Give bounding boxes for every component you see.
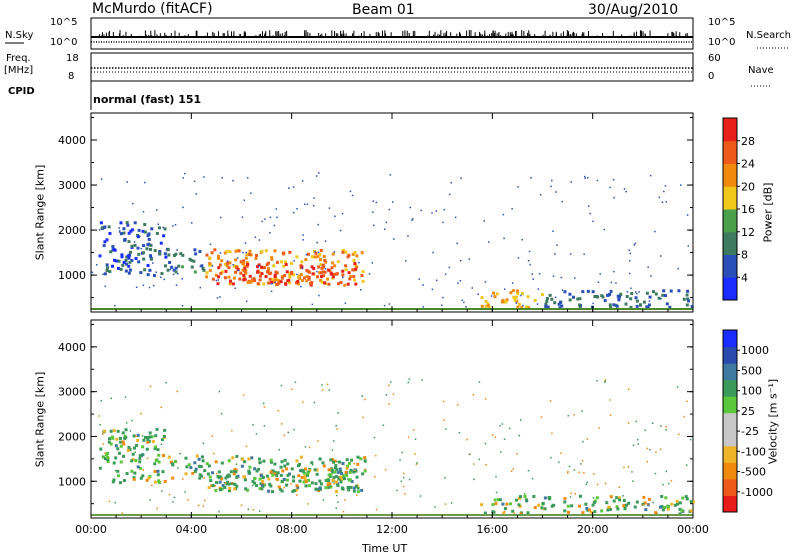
top-strips [5,17,790,110]
velocity-colorbar-tick: -100 [741,445,766,458]
xtick-label: 16:00 [476,523,508,536]
velocity-colorbar-bin [723,396,737,414]
velocity-ytick-label: 3000 [58,386,86,399]
power-colorbar-tick: 12 [741,226,755,239]
power-colorbar: 28 24 20 16 12 8 4 [722,117,755,301]
freq-unit-label: [MHz] [4,65,34,76]
velocity-colorbar-bin [723,462,737,480]
velocity-colorbar-tick: 25 [741,405,755,418]
power-colorbar-tick: 4 [741,271,748,284]
xtick-label: 04:00 [175,523,207,536]
power-ytick-label: 2000 [58,224,86,237]
power-ytick-label: 4000 [58,134,86,147]
power-colorbar-bin [723,118,737,142]
x-axis-label: Time UT [362,542,408,555]
nsky-tick-bottom: 10^0 [50,37,78,48]
nave-label: Nave [748,65,774,76]
nave-tick-top: 60 [708,53,721,64]
velocity-colorbar: 1000 500 100 25 -25 -100 -500 -1000 [722,329,773,513]
power-colorbar-bin [723,254,737,278]
power-frame [90,112,694,313]
velocity-colorbar-bin [723,330,737,348]
xtick-label: 00:00 [75,523,107,536]
velocity-colorbar-bin [723,346,737,364]
power-ylabel: Slant Range [km] [33,164,47,261]
freq-tick-bottom: 8 [68,71,75,82]
velocity-colorbar-tick: -500 [741,466,766,479]
xtick-label: 20:00 [577,523,609,536]
velocity-colorbar-tick: 100 [741,385,762,398]
power-colorbar-bin [723,277,737,301]
velocity-panel: 4000 3000 2000 1000 00:00 04:00 08:00 12:00 16:0… [58,319,709,536]
freq-label: Freq. [6,53,31,64]
velocity-ytick-label: 1000 [58,475,86,488]
velocity-ylabel: Slant Range [km] [33,371,47,468]
nsearch-tick-bottom: 10^0 [708,37,736,48]
power-colorbar-tick: 8 [741,249,748,262]
nsearch-tick-top: 10^5 [708,17,736,28]
velocity-colorbar-frame [722,329,738,513]
velocity-colorbar-tick: 1000 [741,344,769,357]
power-colorbar-tick: 24 [741,158,755,171]
power-colorbar-bin [723,163,737,187]
power-colorbar-bin [723,186,737,210]
power-colorbar-tick: 16 [741,203,755,216]
velocity-colorbar-bin [723,445,737,463]
velocity-ytick-label: 2000 [58,430,86,443]
velocity-colorbar-tick: 500 [741,364,762,377]
velocity-colorbar-bin [723,379,737,397]
date-label: 30/Aug/2010 [588,2,679,18]
velocity-colorbar-bin [723,363,737,381]
velocity-colorbar-bin [723,495,737,513]
xtick-label: 00:00 [677,523,709,536]
velocity-ytick-label: 4000 [58,341,86,354]
velocity-colorbar-bin [723,412,737,430]
xtick-label: 12:00 [376,523,408,536]
nave-tick-bottom: 0 [708,71,715,82]
nsky-label: N.Sky [5,30,34,41]
power-colorbar-bin [723,140,737,164]
nsky-tick-top: 10^5 [50,17,78,28]
station-title: McMurdo (fitACF) [92,1,213,17]
xtick-label: 08:00 [276,523,308,536]
power-ytick-label: 1000 [58,269,86,282]
cpid-value: normal (fast) 151 [93,93,202,106]
velocity-colorbar-bin [723,478,737,496]
power-ytick-label: 3000 [58,179,86,192]
nsearch-label: N.Search [746,30,792,41]
freq-tick-top: 18 [66,53,79,64]
power-colorbar-tick: 28 [741,135,755,148]
power-colorbar-bin [723,231,737,255]
power-colorbar-bin [723,209,737,233]
velocity-frame [90,319,694,519]
velocity-colorbar-label: Velocity [m s⁻¹] [766,378,780,465]
beam-label: Beam 01 [352,2,415,18]
cpid-label: CPID [8,86,35,97]
power-colorbar-label: Power [dB] [761,182,775,243]
power-panel: 4000 3000 2000 1000 [58,112,694,313]
freq-nave-series [91,67,693,73]
velocity-colorbar-bin [723,429,737,447]
velocity-colorbar-tick: -1000 [741,486,773,499]
noise-series [91,30,693,43]
power-colorbar-tick: 20 [741,180,755,193]
freq-strip-frame [90,52,694,82]
velocity-colorbar-tick: -25 [741,425,759,438]
nsky-strip-frame [90,17,694,50]
